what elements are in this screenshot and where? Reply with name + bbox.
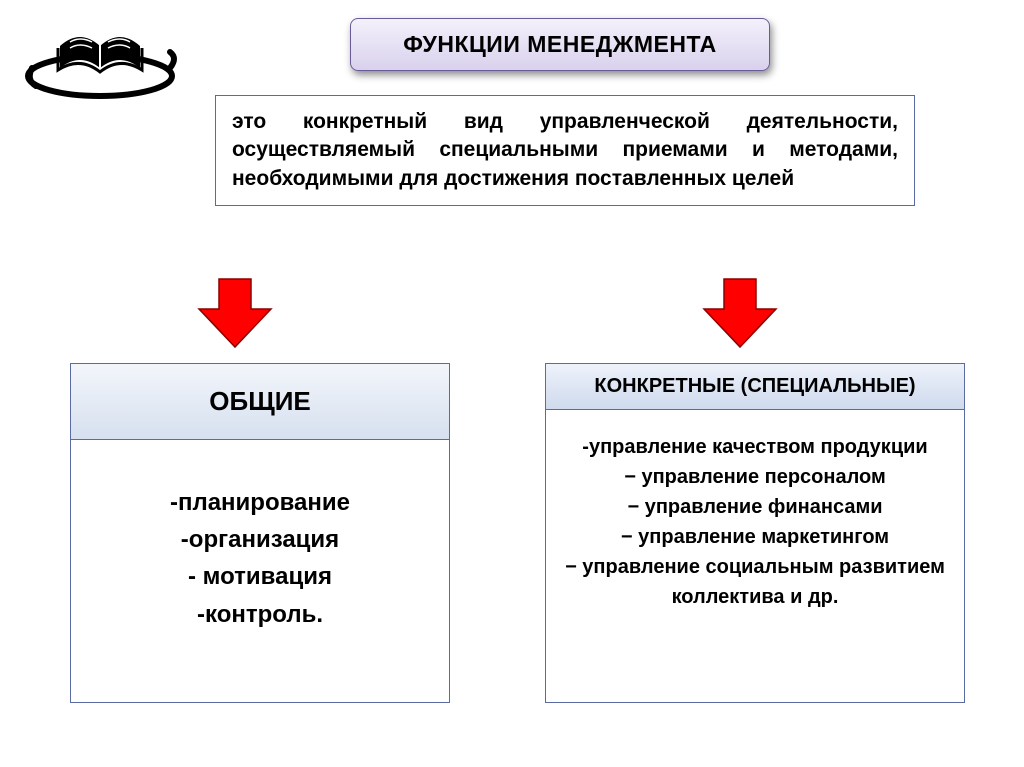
diagram-title: ФУНКЦИИ МЕНЕДЖМЕНТА bbox=[350, 18, 770, 71]
diagram-title-text: ФУНКЦИИ МЕНЕДЖМЕНТА bbox=[403, 31, 716, 57]
list-item: − управление финансами bbox=[560, 492, 950, 522]
column-general-header: ОБЩИЕ bbox=[71, 364, 449, 440]
list-item: − управление персоналом bbox=[560, 462, 950, 492]
book-logo bbox=[20, 8, 190, 108]
list-item: - мотивация bbox=[71, 558, 449, 595]
column-specific-header-text: КОНКРЕТНЫЕ (СПЕЦИАЛЬНЫЕ) bbox=[594, 375, 915, 397]
list-item: -управление качеством продукции bbox=[560, 432, 950, 462]
column-general-header-text: ОБЩИЕ bbox=[209, 386, 310, 416]
arrow-down-left bbox=[195, 275, 275, 350]
column-general: ОБЩИЕ -планирование-организация- мотивац… bbox=[70, 363, 450, 703]
column-specific-body: -управление качеством продукции− управле… bbox=[546, 410, 964, 612]
list-item: − управление социальным развитием коллек… bbox=[560, 552, 950, 612]
column-specific-header: КОНКРЕТНЫЕ (СПЕЦИАЛЬНЫЕ) bbox=[546, 364, 964, 410]
list-item: − управление маркетингом bbox=[560, 522, 950, 552]
list-item: -планирование bbox=[71, 484, 449, 521]
arrow-down-right bbox=[700, 275, 780, 350]
list-item: -контроль. bbox=[71, 596, 449, 633]
definition-box: это конкретный вид управленческой деятел… bbox=[215, 95, 915, 206]
definition-text: это конкретный вид управленческой деятел… bbox=[232, 110, 898, 190]
column-specific: КОНКРЕТНЫЕ (СПЕЦИАЛЬНЫЕ) -управление кач… bbox=[545, 363, 965, 703]
list-item: -организация bbox=[71, 521, 449, 558]
column-general-body: -планирование-организация- мотивация-кон… bbox=[71, 440, 449, 633]
